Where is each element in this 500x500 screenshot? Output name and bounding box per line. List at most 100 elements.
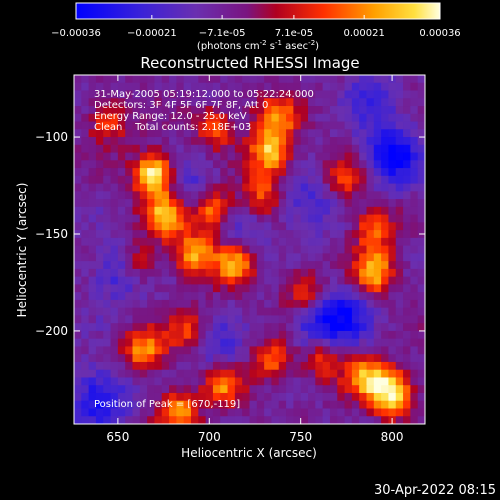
heatmap-cell — [169, 230, 177, 239]
heatmap-cell — [417, 175, 426, 184]
heatmap-cell — [198, 299, 207, 309]
heatmap-cell — [315, 75, 324, 84]
heatmap-cell — [103, 82, 111, 91]
heatmap-cell — [227, 253, 236, 262]
heatmap-cell — [366, 121, 375, 130]
heatmap-cell — [395, 330, 404, 340]
heatmap-cell — [249, 214, 258, 223]
heatmap-cell — [205, 292, 214, 301]
heatmap-cell — [249, 106, 258, 115]
heatmap-cell — [234, 346, 243, 355]
heatmap-cell — [381, 160, 389, 169]
heatmap-cell — [212, 268, 221, 278]
heatmap-cell — [337, 206, 345, 215]
heatmap-cell — [366, 416, 375, 425]
heatmap-cell — [322, 385, 331, 394]
heatmap-cell — [117, 206, 126, 215]
heatmap-cell — [205, 346, 214, 355]
heatmap-cell — [373, 98, 382, 107]
heatmap-cell — [103, 315, 111, 324]
heatmap-cell — [322, 354, 331, 363]
heatmap-cell — [117, 183, 126, 192]
heatmap-cell — [139, 90, 148, 99]
heatmap-cell — [154, 214, 163, 223]
heatmap-cell — [88, 315, 97, 324]
heatmap-cell — [359, 385, 367, 394]
heatmap-cell — [264, 168, 272, 177]
heatmap-cell — [147, 245, 155, 254]
heatmap-cell — [293, 369, 302, 378]
heatmap-cell — [249, 152, 258, 161]
heatmap-cell — [125, 369, 133, 378]
heatmap-cell — [81, 416, 90, 425]
heatmap-cell — [344, 299, 353, 309]
heatmap-cell — [147, 330, 155, 340]
heatmap-cell — [388, 377, 397, 386]
heatmap-cell — [300, 152, 309, 161]
heatmap-cell — [176, 307, 185, 316]
heatmap-cell — [198, 307, 207, 316]
heatmap-cell — [95, 253, 104, 262]
heatmap-cell — [395, 354, 404, 363]
heatmap-cell — [329, 284, 338, 293]
heatmap-cell — [337, 315, 345, 324]
heatmap-cell — [103, 175, 111, 184]
heatmap-cell — [293, 361, 302, 371]
heatmap-cell — [417, 276, 426, 285]
heatmap-cell — [117, 137, 126, 146]
heatmap-cell — [198, 400, 207, 409]
heatmap-cell — [154, 369, 163, 378]
heatmap-cell — [81, 338, 90, 347]
heatmap-cell — [88, 369, 97, 378]
heatmap-cell — [161, 268, 170, 278]
heatmap-cell — [103, 245, 111, 254]
heatmap-cell — [154, 206, 163, 215]
heatmap-cell — [308, 160, 316, 169]
heatmap-cell — [417, 129, 426, 138]
heatmap-cell — [388, 206, 397, 215]
heatmap-cell — [95, 338, 104, 347]
heatmap-cell — [249, 346, 258, 355]
heatmap-cell — [329, 214, 338, 223]
y-tick-label: −200 — [35, 324, 68, 338]
heatmap-cell — [110, 175, 119, 184]
heatmap-cell — [198, 222, 207, 231]
heatmap-cell — [388, 284, 397, 293]
heatmap-cell — [74, 416, 82, 425]
heatmap-cell — [278, 129, 287, 138]
heatmap-cell — [161, 75, 170, 84]
heatmap-cell — [278, 369, 287, 378]
heatmap-cell — [117, 222, 126, 231]
heatmap-cell — [81, 408, 90, 417]
heatmap-cell — [351, 75, 360, 84]
heatmap-cell — [308, 284, 316, 293]
heatmap-cell — [183, 214, 192, 223]
heatmap-cell — [249, 330, 258, 340]
heatmap-cell — [410, 299, 419, 309]
heatmap-cell — [161, 183, 170, 192]
heatmap-cell — [359, 160, 367, 169]
heatmap-cell — [315, 237, 324, 247]
heatmap-cell — [249, 75, 258, 84]
heatmap-cell — [315, 106, 324, 115]
heatmap-cell — [351, 90, 360, 99]
heatmap-cell — [88, 137, 97, 146]
heatmap-cell — [271, 392, 280, 402]
heatmap-cell — [373, 253, 382, 262]
heatmap-cell — [95, 214, 104, 223]
heatmap-cell — [125, 299, 133, 309]
heatmap-cell — [256, 253, 265, 262]
heatmap-cell — [286, 377, 294, 386]
heatmap-cell — [351, 168, 360, 177]
heatmap-cell — [278, 408, 287, 417]
annotation-peak-position: Position of Peak = [670,-119] — [94, 399, 240, 410]
heatmap-cell — [191, 152, 199, 161]
heatmap-cell — [373, 261, 382, 270]
heatmap-cell — [337, 222, 345, 231]
heatmap-cell — [74, 323, 82, 332]
heatmap-cell — [410, 82, 419, 91]
heatmap-cell — [359, 168, 367, 177]
heatmap-cell — [212, 276, 221, 285]
heatmap-cell — [366, 408, 375, 417]
heatmap-cell — [227, 361, 236, 371]
